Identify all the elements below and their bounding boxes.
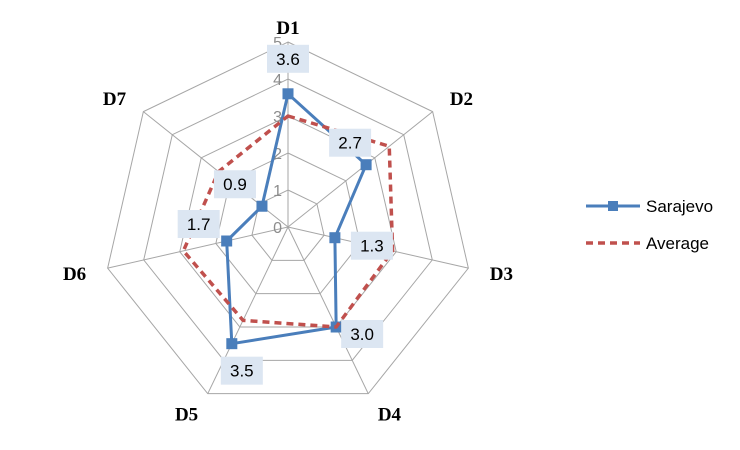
data-label-d4: 3.0 [350,325,374,344]
series-layer [181,88,395,350]
legend: Sarajevo Average [586,197,713,253]
data-label-box-d6 [177,209,220,238]
point-sarajevo-d6 [221,235,233,247]
data-label-box-d5 [220,356,263,385]
data-label-box-d3 [350,231,393,260]
series-line-sarajevo [225,92,368,346]
grid-ring-3 [179,115,397,328]
axis-label-d4: D4 [378,405,402,426]
point-sarajevo-d3 [329,232,341,244]
legend-label-average: Average [646,234,709,253]
data-label-box-d2 [329,128,372,157]
data-label-box-d4 [341,320,384,349]
tick-label-2: 2 [273,146,282,163]
grid-ring-4 [143,78,433,361]
legend-label-sarajevo: Sarajevo [646,197,713,216]
grid-spoke-d2 [287,111,433,228]
tick-label-1: 1 [273,183,282,200]
axis-label-d5: D5 [175,405,198,426]
point-sarajevo-d1 [282,88,294,100]
point-sarajevo-d7 [256,200,268,212]
series-line-average [181,114,395,329]
axis-label-d6: D6 [63,264,86,285]
tick-label-5: 5 [273,35,282,52]
data-label-d2: 2.7 [338,134,362,153]
data-label-d5: 3.5 [230,362,254,381]
data-label-d1: 3.6 [276,50,300,69]
grid-spoke-d4 [287,226,369,394]
tick-label-3: 3 [273,109,282,126]
tick-label-0: 0 [273,220,282,237]
axis-labels: D1 D2 D3 D4 D5 D6 D7 [63,18,513,426]
grid-ring-5 [107,41,469,395]
data-label-d3: 1.3 [360,237,384,256]
axis-label-d7: D7 [103,89,127,110]
legend-marker-sarajevo [608,201,618,211]
radial-tick-labels: 0 1 2 3 4 5 [273,35,282,237]
axis-label-d3: D3 [490,264,513,285]
point-sarajevo-d5 [226,338,238,350]
tick-label-4: 4 [273,72,282,89]
point-sarajevo-d2 [360,159,372,171]
data-label-box-d1 [267,44,309,73]
data-label-box-d7 [213,170,256,199]
grid-spoke-d6 [107,226,289,269]
axis-label-d1: D1 [276,18,299,39]
data-labels: 3.6 2.7 1.3 3.0 3.5 1.7 0.9 [177,44,393,385]
axis-label-d2: D2 [450,89,473,110]
data-label-d6: 1.7 [187,215,211,234]
data-label-d7: 0.9 [223,175,247,194]
